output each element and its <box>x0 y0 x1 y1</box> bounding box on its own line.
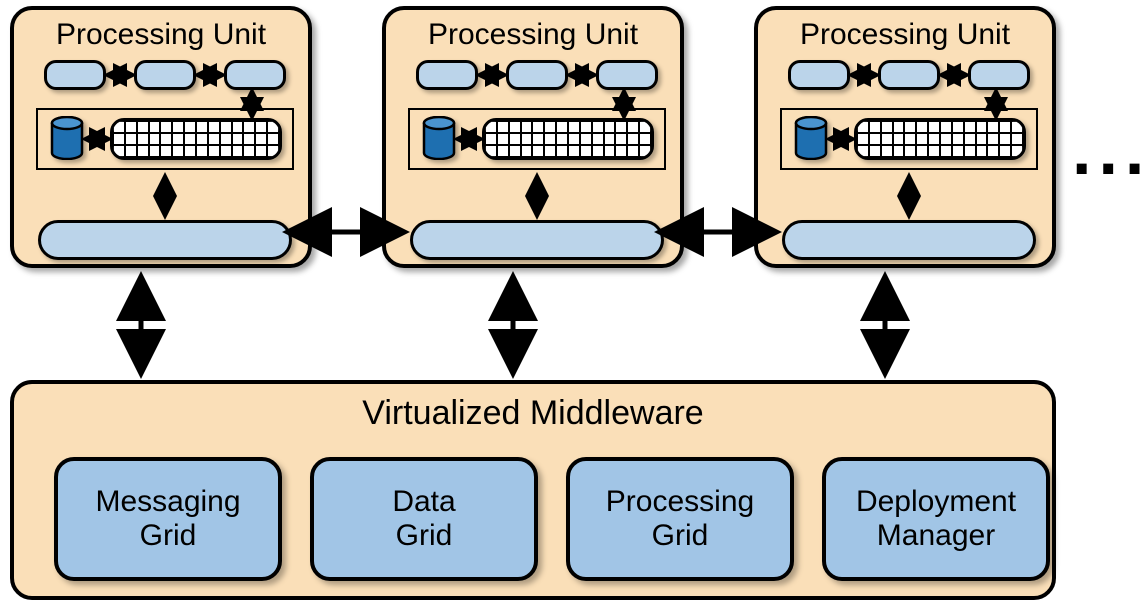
mw-processing-grid: Processing Grid <box>566 457 794 581</box>
processing-unit-1: Processing Unit <box>10 6 312 268</box>
arrow-icon <box>84 132 110 146</box>
arrow-icon <box>158 174 172 218</box>
module-capsule <box>878 60 940 90</box>
module-capsule <box>506 60 568 90</box>
pu-title: Processing Unit <box>758 18 1052 52</box>
middleware-title: Virtualized Middleware <box>14 394 1052 433</box>
data-grid-icon <box>110 118 282 160</box>
arrow-icon <box>456 132 482 146</box>
mw-messaging-grid: Messaging Grid <box>54 457 282 581</box>
connector-arrow <box>131 275 151 375</box>
connector-arrow <box>875 275 895 375</box>
mw-data-grid: Data Grid <box>310 457 538 581</box>
arrow-icon <box>568 68 596 82</box>
mw-label: Messaging Grid <box>95 485 240 554</box>
database-icon <box>422 116 456 160</box>
database-icon <box>50 116 84 160</box>
arrow-icon <box>196 68 224 82</box>
module-capsule <box>224 60 286 90</box>
architecture-diagram: Processing Unit Processing Unit <box>0 0 1142 612</box>
arrow-icon <box>902 174 916 218</box>
arrow-icon <box>478 68 506 82</box>
bus-bar <box>782 220 1036 260</box>
arrow-icon <box>530 174 544 218</box>
module-capsule <box>134 60 196 90</box>
arrow-icon <box>106 68 134 82</box>
arrow-icon <box>828 132 854 146</box>
connector-arrow <box>503 275 523 375</box>
mw-label: Data Grid <box>392 485 455 554</box>
processing-unit-2: Processing Unit <box>382 6 684 268</box>
processing-unit-3: Processing Unit <box>754 6 1056 268</box>
bus-bar <box>38 220 292 260</box>
module-capsule <box>44 60 106 90</box>
connector-arrow <box>286 222 406 242</box>
mw-label: Deployment Manager <box>856 485 1016 554</box>
module-capsule <box>596 60 658 90</box>
middleware-panel: Virtualized Middleware Messaging Grid Da… <box>10 380 1056 600</box>
data-grid-icon <box>482 118 654 160</box>
arrow-icon <box>850 68 878 82</box>
database-icon <box>794 116 828 160</box>
mw-label: Processing Grid <box>606 485 754 554</box>
pu-title: Processing Unit <box>14 18 308 52</box>
mw-deployment-mgr: Deployment Manager <box>822 457 1050 581</box>
module-capsule <box>416 60 478 90</box>
pu-title: Processing Unit <box>386 18 680 52</box>
module-capsule <box>968 60 1030 90</box>
module-capsule <box>788 60 850 90</box>
arrow-icon <box>940 68 968 82</box>
data-grid-icon <box>854 118 1026 160</box>
connector-arrow <box>658 222 778 242</box>
bus-bar <box>410 220 664 260</box>
